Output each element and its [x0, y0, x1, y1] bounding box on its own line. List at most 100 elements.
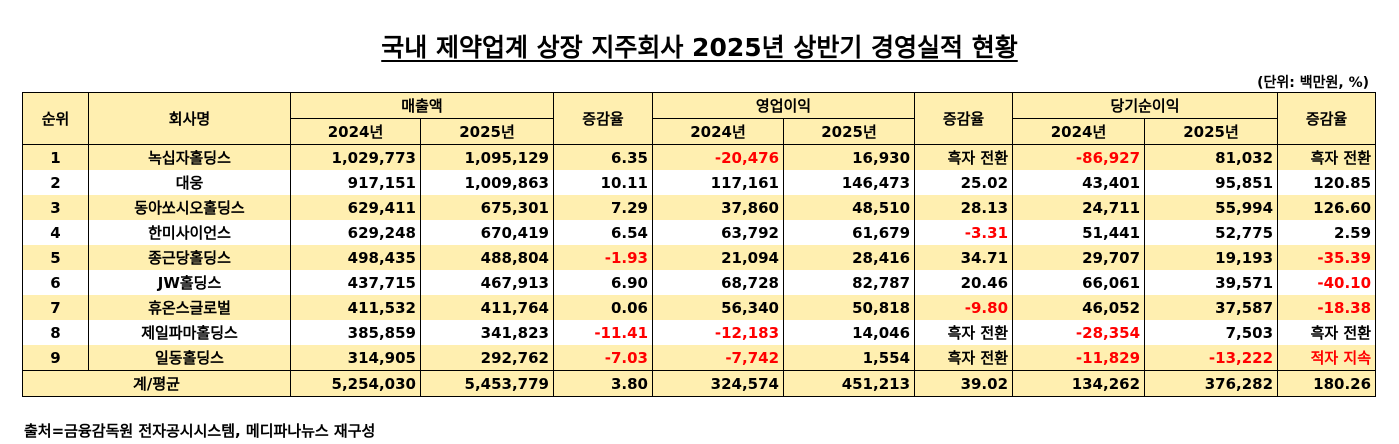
cell: 한미사이언스 — [88, 220, 291, 245]
cell: 흑자 전환 — [1277, 320, 1377, 345]
cell: -12,183 — [652, 320, 784, 345]
header-cell: 매출액 — [290, 92, 554, 119]
cell: 동아쏘시오홀딩스 — [88, 195, 291, 220]
header-cell: 증감율 — [553, 92, 653, 145]
cell: -18.38 — [1277, 295, 1377, 320]
header-row: 2024년 2025년 2024년 2025년 2024년 2025년 — [22, 118, 1376, 145]
cell: 대웅 — [88, 170, 291, 195]
header-cell: 2024년 — [290, 118, 421, 145]
cell: 6.54 — [553, 220, 653, 245]
cell: -20,476 — [652, 144, 784, 170]
cell: 43,401 — [1012, 170, 1146, 195]
total-cell: 5,254,030 — [290, 370, 421, 397]
cell: 휴온스글로벌 — [88, 295, 291, 320]
cell: -35.39 — [1277, 245, 1377, 270]
total-cell: 39.02 — [914, 370, 1014, 397]
cell: 7,503 — [1144, 320, 1279, 345]
cell: 적자 지속 — [1277, 345, 1377, 371]
cell: 411,532 — [290, 295, 421, 320]
title: 국내 제약업계 상장 지주회사 2025년 상반기 경영실적 현황 — [381, 33, 1018, 62]
results-table: 순위 회사명 매출액 증감율 영업이익 증감율 당기순이익 증감율 2024년 2025년 2024… — [22, 92, 1377, 397]
total-row: 계/평균 5,254,030 5,453,779 3.80 324,574 451,213… — [22, 370, 1377, 397]
cell: 37,860 — [652, 195, 784, 220]
header-cell: 순위 — [22, 92, 89, 145]
cell: 일동홀딩스 — [88, 345, 291, 371]
cell: -86,927 — [1012, 144, 1146, 170]
cell: 7 — [22, 295, 89, 320]
cell: 6 — [22, 270, 89, 295]
cell: 314,905 — [290, 345, 421, 371]
total-cell: 180.26 — [1277, 370, 1377, 397]
cell: -11,829 — [1012, 345, 1146, 371]
cell: 1 — [22, 144, 89, 170]
cell: 437,715 — [290, 270, 421, 295]
header-row: 순위 회사명 매출액 증감율 영업이익 증감율 당기순이익 증감율 — [22, 92, 1377, 145]
cell: 341,823 — [420, 320, 554, 345]
cell: 2.59 — [1277, 220, 1377, 245]
cell: 675,301 — [420, 195, 554, 220]
cell: -11.41 — [553, 320, 653, 345]
cell: 46,052 — [1012, 295, 1146, 320]
cell: 5 — [22, 245, 89, 270]
cell: 56,340 — [652, 295, 784, 320]
header-cell: 증감율 — [1277, 92, 1377, 145]
cell: 68,728 — [652, 270, 784, 295]
total-cell: 3.80 — [553, 370, 653, 397]
cell: -13,222 — [1144, 345, 1279, 371]
cell: 20.46 — [914, 270, 1014, 295]
cell: 4 — [22, 220, 89, 245]
cell: 19,193 — [1144, 245, 1279, 270]
cell: 7.29 — [553, 195, 653, 220]
cell: 50,818 — [782, 295, 916, 320]
cell: 10.11 — [553, 170, 653, 195]
cell: 670,419 — [420, 220, 554, 245]
cell: 2 — [22, 170, 89, 195]
cell: 종근당홀딩스 — [88, 245, 291, 270]
cell: 흑자 전환 — [1277, 144, 1377, 170]
cell: 39,571 — [1144, 270, 1279, 295]
cell: 488,804 — [420, 245, 554, 270]
header-cell: 2025년 — [1144, 118, 1279, 145]
cell: 6.35 — [553, 144, 653, 170]
cell: 25.02 — [914, 170, 1014, 195]
cell: 629,411 — [290, 195, 421, 220]
cell: 28.13 — [914, 195, 1014, 220]
cell: 34.71 — [914, 245, 1014, 270]
cell: 51,441 — [1012, 220, 1146, 245]
cell: 6.90 — [553, 270, 653, 295]
data-row: 5 종근당홀딩스 498,435 488,804 -1.93 21,094 28,416 34… — [22, 245, 1377, 270]
data-row: 4 한미사이언스 629,248 670,419 6.54 63,792 61,679 -3.… — [22, 220, 1377, 245]
total-cell: 376,282 — [1144, 370, 1279, 397]
cell: 629,248 — [290, 220, 421, 245]
cell: -3.31 — [914, 220, 1014, 245]
cell: -28,354 — [1012, 320, 1146, 345]
cell: 8 — [22, 320, 89, 345]
header-cell: 영업이익 — [651, 92, 916, 119]
cell: 16,930 — [782, 144, 916, 170]
total-cell: 134,262 — [1012, 370, 1146, 397]
data-row: 2 대웅 917,151 1,009,863 10.11 117,161 146,473 25… — [22, 170, 1377, 195]
header-cell: 2025년 — [420, 118, 554, 145]
cell: 61,679 — [782, 220, 916, 245]
cell: 66,061 — [1012, 270, 1146, 295]
data-row: 9 일동홀딩스 314,905 292,762 -7.03 -7,742 1,554 흑자 전… — [22, 345, 1377, 371]
header-cell: 당기순이익 — [1012, 92, 1279, 119]
header-cell: 2024년 — [1012, 118, 1146, 145]
cell: 1,554 — [782, 345, 916, 371]
cell: 120.85 — [1277, 170, 1377, 195]
cell: 흑자 전환 — [914, 144, 1014, 170]
cell: 126.60 — [1277, 195, 1377, 220]
cell: 146,473 — [782, 170, 916, 195]
cell: 흑자 전환 — [914, 320, 1014, 345]
cell: 55,994 — [1144, 195, 1279, 220]
cell: 385,859 — [290, 320, 421, 345]
data-row: 6 JW홀딩스 437,715 467,913 6.90 68,728 82,787 20.4… — [22, 270, 1377, 295]
cell: 917,151 — [290, 170, 421, 195]
cell: 1,009,863 — [420, 170, 554, 195]
cell: JW홀딩스 — [88, 270, 291, 295]
total-cell: 324,574 — [652, 370, 784, 397]
source: 출처=금융감독원 전자공시시스템, 메디파나뉴스 재구성 — [24, 422, 376, 440]
cell: -9.80 — [914, 295, 1014, 320]
cell: 411,764 — [420, 295, 554, 320]
cell: 21,094 — [652, 245, 784, 270]
